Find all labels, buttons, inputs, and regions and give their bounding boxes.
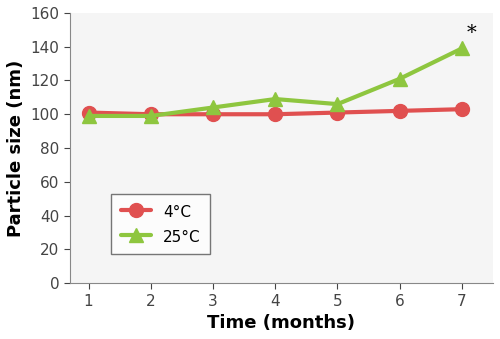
25°C (396, 77, 402, 81)
4°C (459, 107, 465, 111)
Legend: 4°C, 25°C: 4°C, 25°C (112, 194, 210, 254)
4°C (86, 111, 91, 115)
25°C (459, 46, 465, 51)
X-axis label: Time (months): Time (months) (208, 314, 356, 332)
4°C (334, 111, 340, 115)
4°C (210, 112, 216, 116)
Line: 25°C: 25°C (82, 41, 469, 123)
Line: 4°C: 4°C (82, 102, 469, 121)
25°C (334, 102, 340, 106)
Y-axis label: Particle size (nm): Particle size (nm) (7, 59, 25, 237)
4°C (272, 112, 278, 116)
25°C (272, 97, 278, 101)
25°C (210, 105, 216, 109)
Text: *: * (467, 24, 476, 42)
4°C (148, 112, 154, 116)
25°C (148, 114, 154, 118)
4°C (396, 109, 402, 113)
25°C (86, 114, 91, 118)
